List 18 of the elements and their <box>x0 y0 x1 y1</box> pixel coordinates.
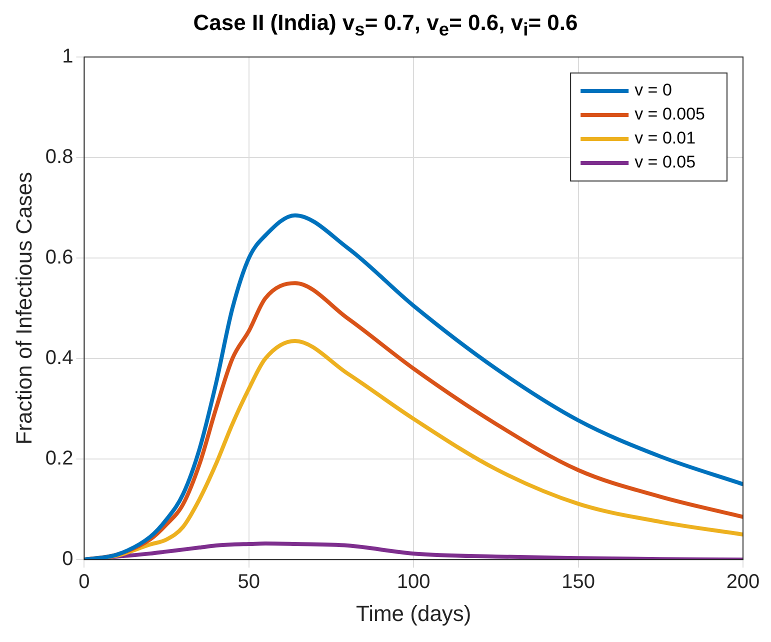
x-tick-label: 200 <box>726 571 760 594</box>
y-tick-label: 0.6 <box>45 246 74 269</box>
legend-label: v = 0.01 <box>634 128 696 148</box>
y-tick-label: 0 <box>62 548 74 570</box>
chart-title: Case II (India) v$_{s}$= 0.7, v$_{e}$= 0.6, v$_{i}$= 0.6 <box>192 9 579 42</box>
x-axis-title: Time (days) <box>356 600 472 626</box>
legend-label: v = 0.005 <box>634 104 706 124</box>
x-tick-label: 150 <box>562 571 595 594</box>
y-tick-label: 1 <box>62 46 74 68</box>
y-tick-label: 0.4 <box>45 347 74 370</box>
legend-label: v = 0 <box>634 80 672 100</box>
x-tick-label: 0 <box>78 571 90 594</box>
y-tick-label: 0.8 <box>45 146 74 168</box>
y-axis-title: Fraction of Infectious Cases <box>11 172 36 445</box>
legend-label: v = 0.05 <box>634 152 696 172</box>
x-tick-label: 100 <box>396 571 430 594</box>
y-tick-label: 0.2 <box>45 448 74 470</box>
x-tick-label: 50 <box>238 571 260 594</box>
